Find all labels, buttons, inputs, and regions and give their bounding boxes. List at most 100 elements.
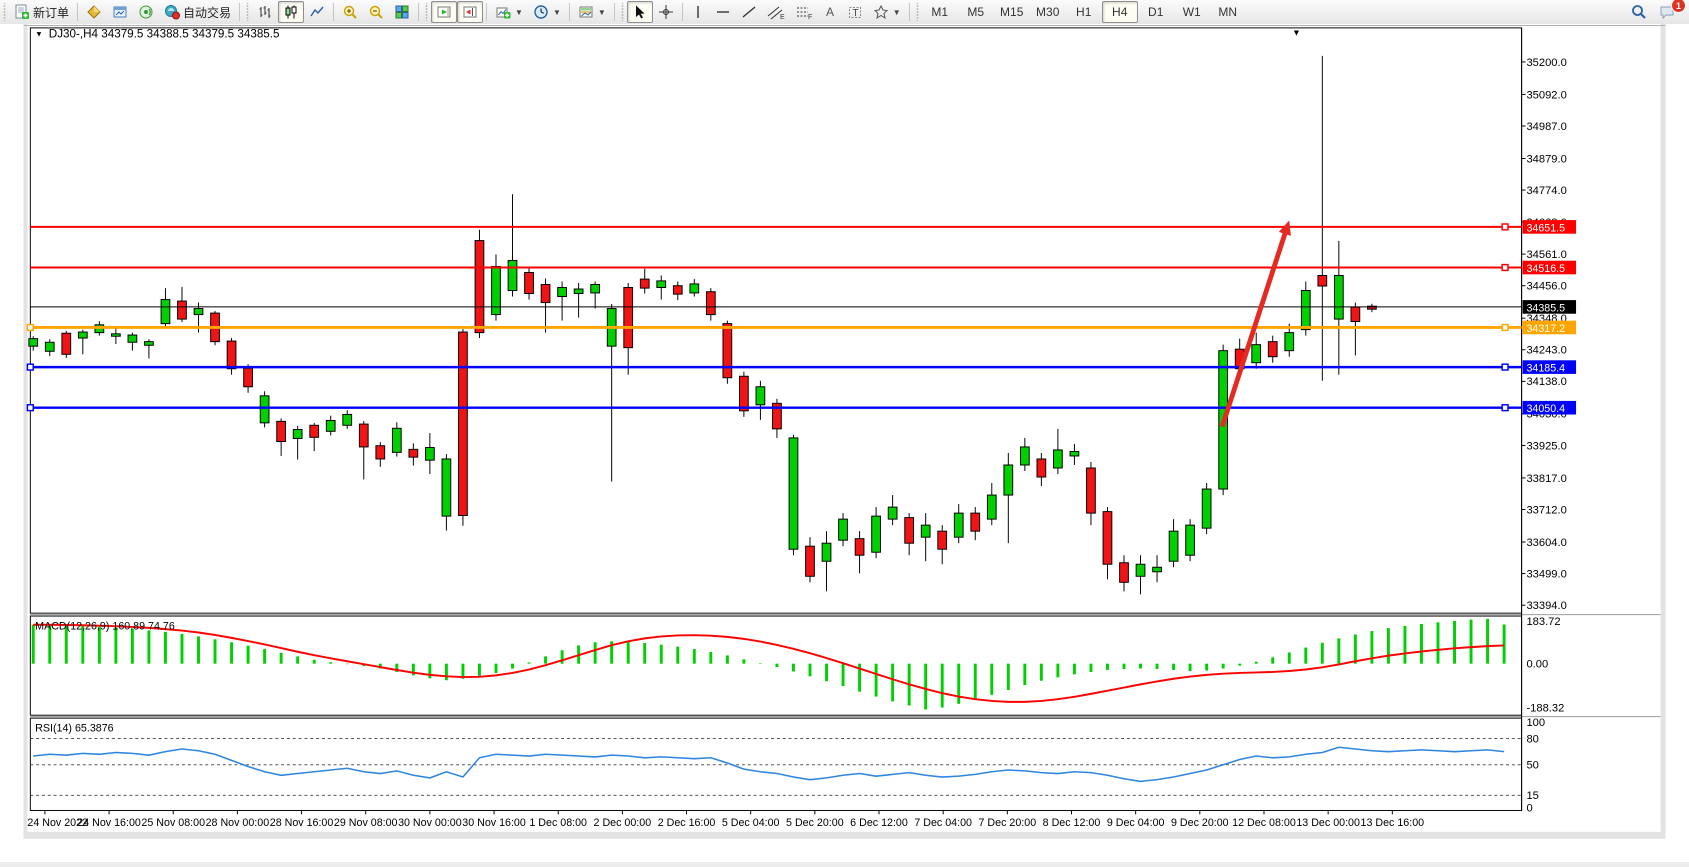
candle-body xyxy=(1003,464,1014,496)
text-tool-button[interactable]: A xyxy=(818,1,842,23)
line-chart-mode-button[interactable] xyxy=(304,1,330,23)
text-label-tool-button[interactable]: T xyxy=(842,1,868,23)
candle-body xyxy=(408,448,419,458)
hline-34317.2[interactable]: 34317.2 xyxy=(26,320,1577,335)
hline-34651.5[interactable]: 34651.5 xyxy=(30,220,1577,234)
period-button[interactable]: ▼ xyxy=(528,1,566,23)
arrow-head[interactable] xyxy=(1278,220,1291,236)
tab-timeframe-m1[interactable]: M1 xyxy=(931,5,949,19)
horizontal-line-tool-button[interactable] xyxy=(710,1,736,23)
auto-scroll-button[interactable] xyxy=(431,1,458,23)
hline-anchor[interactable] xyxy=(1501,263,1509,272)
candle-body xyxy=(77,331,88,339)
candlestick-mode-button[interactable] xyxy=(278,1,305,23)
tab-timeframe-h4[interactable]: H4 xyxy=(1101,1,1138,23)
indicators-button[interactable]: ▼ xyxy=(490,1,528,23)
hline-34385.5[interactable]: 34385.5 xyxy=(30,300,1577,314)
templates-button[interactable]: ▼ xyxy=(573,1,611,23)
trend-arrow-object[interactable] xyxy=(1219,220,1291,428)
search-icon xyxy=(1632,5,1646,19)
candle-body xyxy=(1135,563,1146,577)
candle-body xyxy=(325,419,336,432)
tab-timeframe-mn[interactable]: MN xyxy=(1218,5,1238,19)
tab-timeframe-d1[interactable]: D1 xyxy=(1148,5,1164,19)
trendline-tool-button[interactable] xyxy=(736,1,762,23)
candle-body xyxy=(557,287,567,298)
signals-button[interactable] xyxy=(133,1,159,23)
candle-body xyxy=(871,515,881,553)
arrows-dropdown-caret[interactable]: ▼ xyxy=(892,7,901,17)
candle-body xyxy=(375,445,386,460)
zoom-out-button[interactable] xyxy=(363,1,389,23)
tab-timeframe-h1[interactable]: H1 xyxy=(1076,5,1092,19)
indicators-dropdown-caret[interactable]: ▼ xyxy=(515,7,523,17)
vertical-line-tool-button[interactable] xyxy=(686,1,710,23)
candle-body xyxy=(1086,467,1096,514)
chart-canvas[interactable]: 35200.035092.034987.034879.034774.034668… xyxy=(0,24,1689,862)
candle-body xyxy=(61,332,72,355)
notification-badge: 1 xyxy=(1671,0,1686,13)
tab-timeframe-m5[interactable]: M5 xyxy=(967,5,985,19)
toolbar-separator xyxy=(568,3,570,21)
macd-label: MACD(12,26,9) 160.89 74.76 xyxy=(35,621,175,633)
auto-trading-button[interactable]: 自动交易 xyxy=(159,1,236,23)
window-frame-right xyxy=(1660,24,1666,839)
signal-icon xyxy=(139,5,153,19)
hline-34050.4[interactable]: 34050.4 xyxy=(26,400,1577,415)
svg-text:T: T xyxy=(852,8,858,19)
toolbar-separator xyxy=(613,3,615,21)
tab-timeframe-m15[interactable]: M15 xyxy=(1000,5,1024,19)
cursor-tool-button[interactable] xyxy=(626,1,653,23)
candle-body xyxy=(458,331,468,517)
candle-body xyxy=(672,285,683,295)
candle-body xyxy=(1251,344,1262,364)
tile-windows-button[interactable] xyxy=(389,1,415,23)
hline-anchor[interactable] xyxy=(1501,404,1509,412)
line-chart-icon xyxy=(310,6,324,17)
price-tick-label: 33925.0 xyxy=(1526,440,1566,452)
timeframe-group: M1 M5 M15 M30 H1 H4 D1 W1 MN xyxy=(922,1,1246,23)
candle-body xyxy=(226,340,237,370)
hline-34185.4[interactable]: 34185.4 xyxy=(26,360,1577,374)
time-tick-label: 30 Nov 16:00 xyxy=(462,817,526,829)
chart-window-button[interactable] xyxy=(107,1,133,23)
crosshair-tool-button[interactable] xyxy=(653,1,679,23)
time-tick-label: 2 Dec 16:00 xyxy=(658,817,716,829)
time-tick-label: 13 Dec 00:00 xyxy=(1296,817,1360,829)
hline-anchor[interactable] xyxy=(26,363,34,371)
toolbar-separator xyxy=(418,3,420,21)
arrows-tool-button[interactable]: ▼ xyxy=(868,1,906,23)
market-watch-button[interactable] xyxy=(81,1,107,23)
hline-anchor[interactable] xyxy=(1501,223,1509,231)
chart-shift-button[interactable] xyxy=(457,1,484,23)
candle-body xyxy=(177,300,187,320)
toolbar-grip xyxy=(619,3,625,21)
price-tick-label: 33394.0 xyxy=(1526,600,1566,612)
notifications-button[interactable]: 1 xyxy=(1653,0,1686,23)
zoom-in-button[interactable] xyxy=(337,1,363,23)
tab-timeframe-m30[interactable]: M30 xyxy=(1036,5,1060,19)
candle-body xyxy=(705,291,716,316)
period-dropdown-caret[interactable]: ▼ xyxy=(552,7,561,17)
price-axis: 35200.035092.034987.034879.034774.034668… xyxy=(1521,57,1567,612)
candle-body xyxy=(441,458,452,517)
hline-anchor[interactable] xyxy=(26,323,34,332)
tab-timeframe-w1[interactable]: W1 xyxy=(1182,5,1201,19)
hline-anchor[interactable] xyxy=(1501,323,1509,332)
candle-body xyxy=(755,386,766,406)
templates-dropdown-caret[interactable]: ▼ xyxy=(597,7,606,17)
macd-panel: MACD(12,26,9) 160.89 74.76 183.72 0.00 -188… xyxy=(31,616,1564,714)
hline-anchor[interactable] xyxy=(26,404,34,412)
new-order-button[interactable]: 新订单 xyxy=(9,1,74,23)
bar-chart-mode-button[interactable] xyxy=(252,1,278,23)
channel-tool-button[interactable]: E xyxy=(762,1,790,23)
hline-anchor[interactable] xyxy=(1501,363,1509,371)
fibonacci-tool-button[interactable]: F xyxy=(790,1,818,23)
search-button[interactable] xyxy=(1625,1,1653,23)
arrow-shaft[interactable] xyxy=(1219,228,1289,428)
time-tick-label: 28 Nov 16:00 xyxy=(270,817,334,829)
candle-body xyxy=(689,283,700,294)
candle-body xyxy=(276,420,286,443)
time-tick-label: 2 Dec 00:00 xyxy=(594,817,652,829)
candlestick-icon xyxy=(285,5,297,19)
